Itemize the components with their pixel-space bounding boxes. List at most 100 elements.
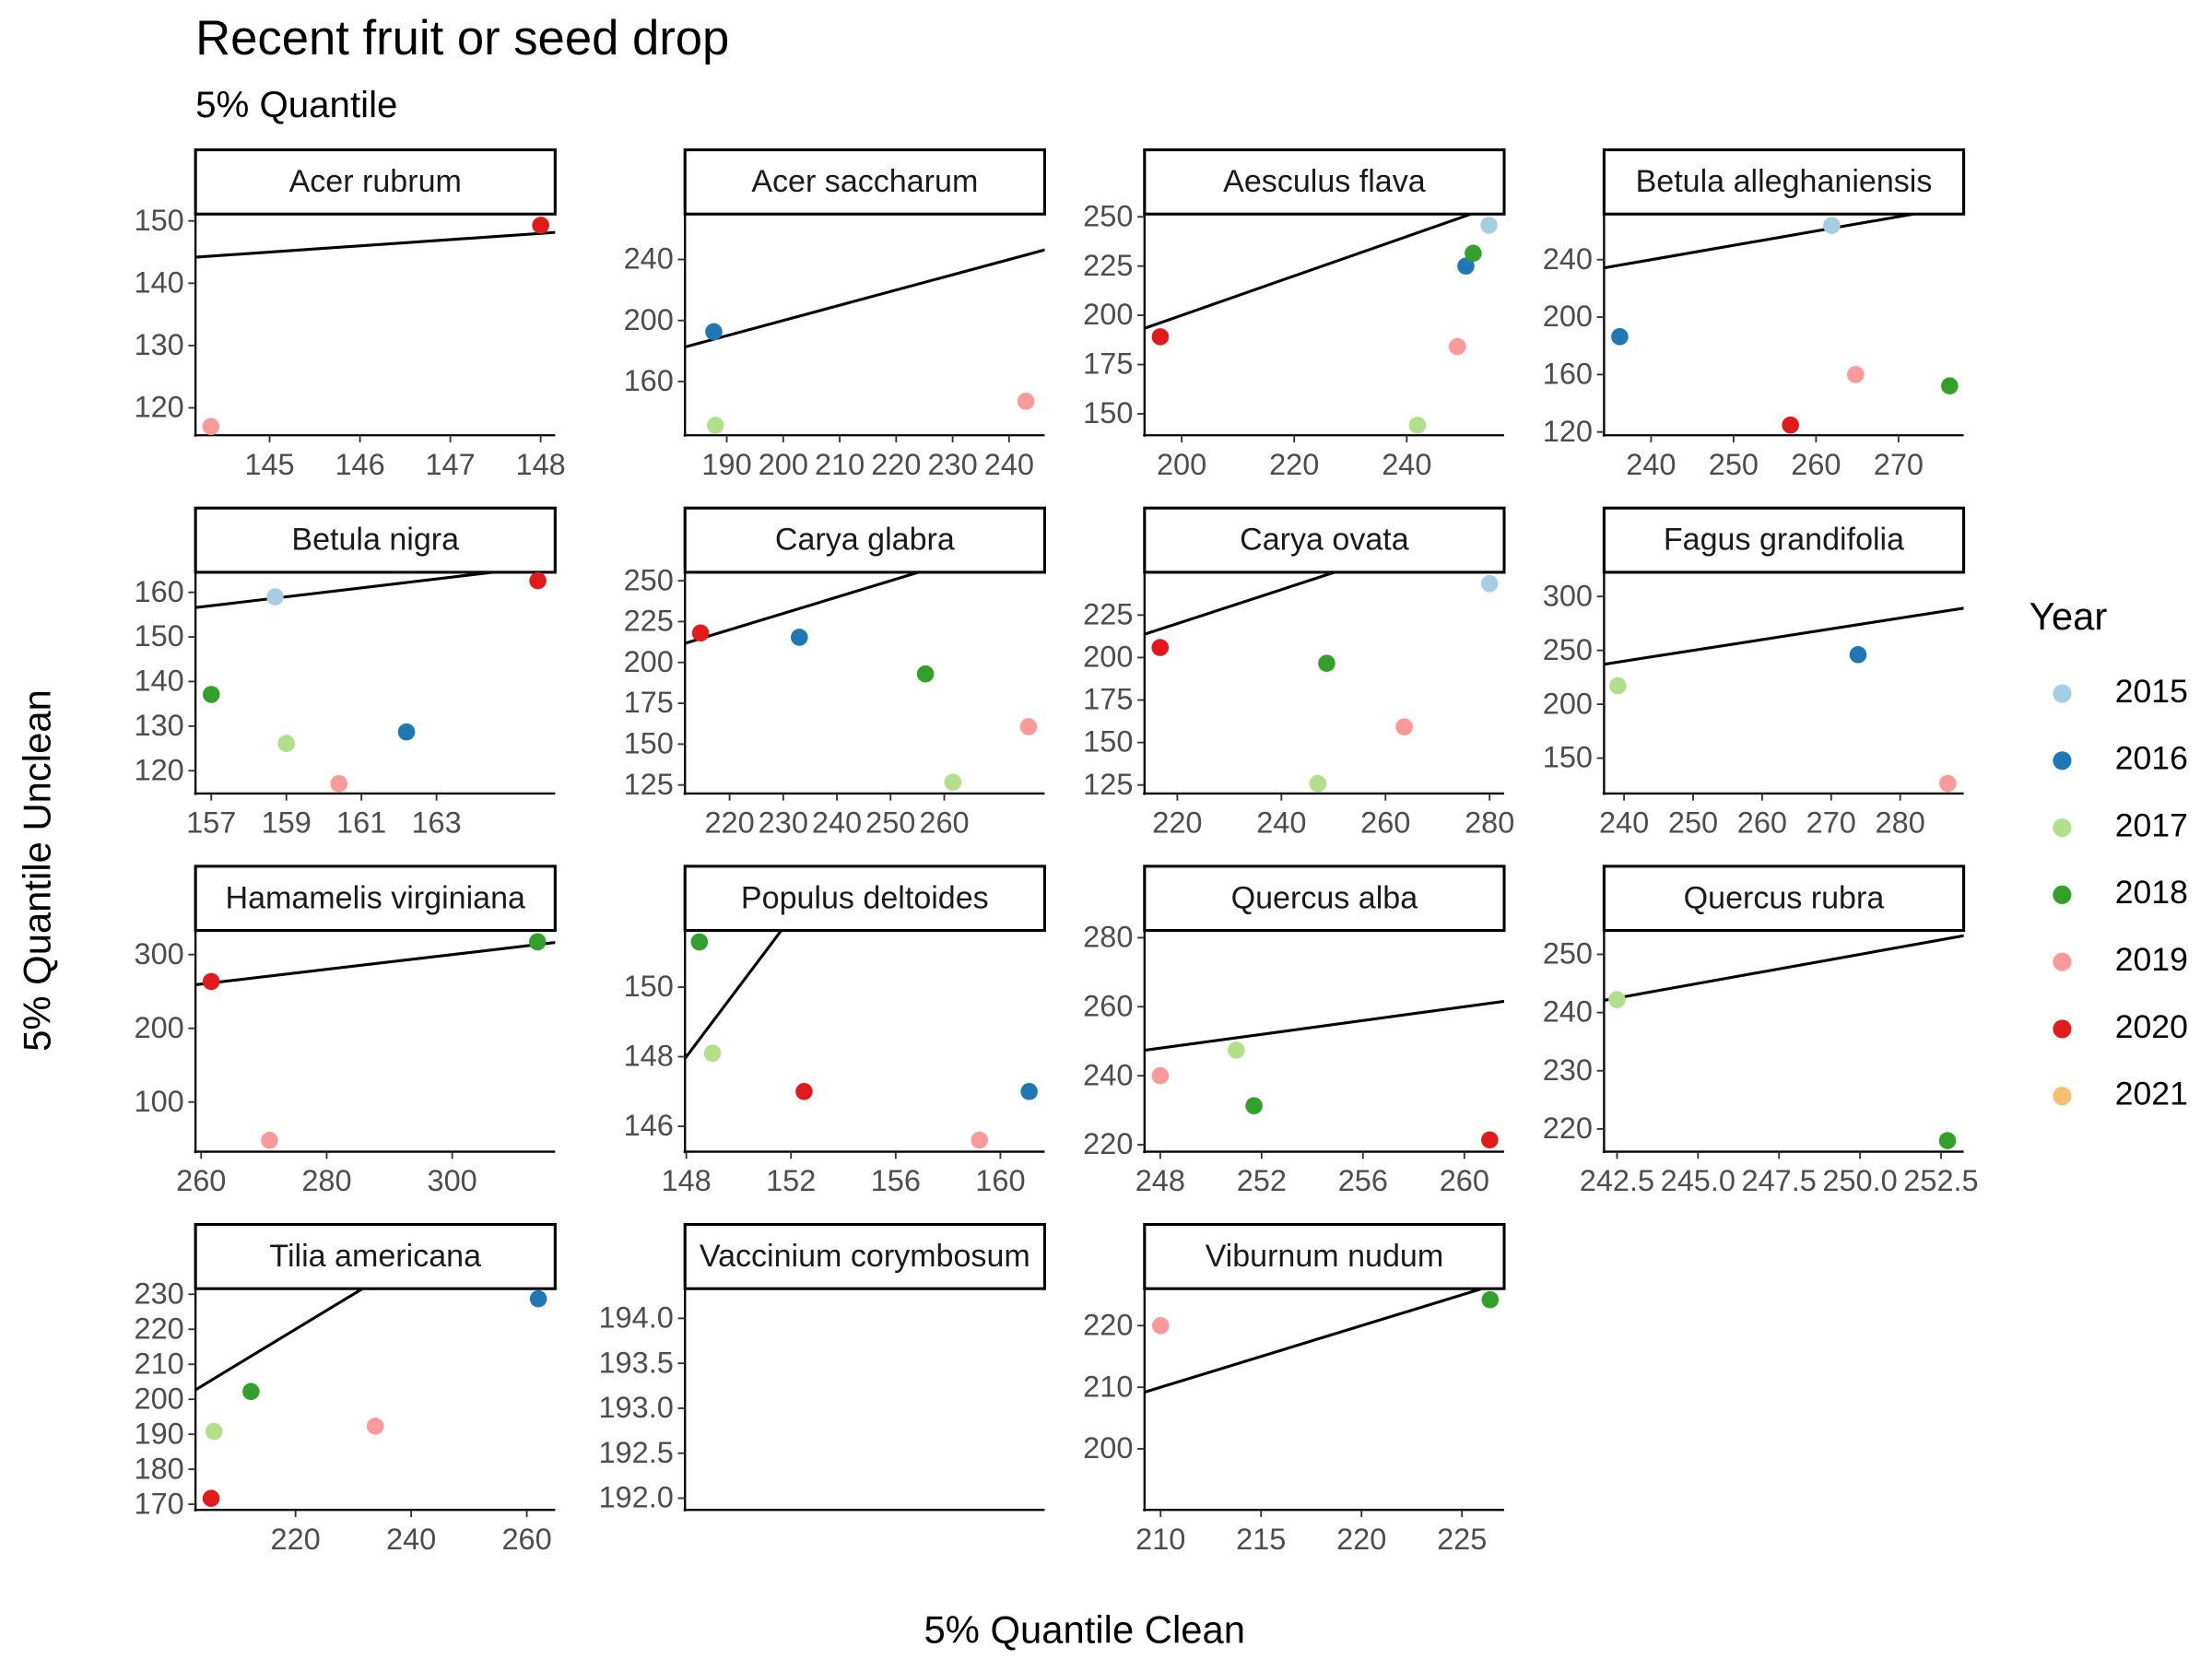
point bbox=[266, 588, 284, 606]
strip-box bbox=[683, 865, 1046, 933]
y-tick-label: 150 bbox=[624, 970, 674, 1003]
x-tick-label: 145 bbox=[244, 448, 294, 481]
x-tick-label: 250 bbox=[1709, 448, 1759, 481]
identity-line bbox=[685, 248, 1045, 349]
y-tick-label: 220 bbox=[1083, 1308, 1133, 1341]
y-tick-label: 220 bbox=[1083, 1127, 1133, 1160]
x-tick-label: 250.0 bbox=[1822, 1164, 1897, 1197]
y-tick-label: 200 bbox=[1543, 687, 1593, 720]
strip-box bbox=[194, 1222, 557, 1290]
point bbox=[202, 686, 220, 703]
x-axis-title: 5% Quantile Clean bbox=[924, 1607, 1246, 1651]
y-tick-label: 300 bbox=[1543, 579, 1593, 612]
x-tick-label: 252.5 bbox=[1903, 1164, 1978, 1197]
y-tick-label: 180 bbox=[135, 1452, 184, 1485]
y-tick-label: 220 bbox=[1543, 1112, 1593, 1145]
y-tick-label: 175 bbox=[624, 686, 674, 719]
legend-marker bbox=[2053, 684, 2072, 703]
x-tick-label: 260 bbox=[1440, 1164, 1489, 1197]
point bbox=[703, 1044, 722, 1063]
point bbox=[1020, 1082, 1038, 1100]
x-tick-label: 260 bbox=[1791, 448, 1841, 481]
point bbox=[366, 1418, 384, 1435]
strip-box bbox=[683, 1222, 1046, 1290]
y-tick-label: 250 bbox=[1083, 199, 1133, 232]
identity-line bbox=[195, 571, 505, 609]
point bbox=[1017, 393, 1035, 410]
point bbox=[1019, 718, 1038, 735]
identity-line bbox=[685, 571, 924, 645]
point bbox=[944, 773, 962, 791]
point bbox=[705, 323, 723, 341]
x-tick-label: 220 bbox=[1152, 806, 1202, 840]
point bbox=[1151, 1317, 1170, 1335]
y-tick-label: 220 bbox=[135, 1312, 184, 1345]
x-tick-label: 148 bbox=[662, 1164, 712, 1197]
x-tick-label: 240 bbox=[386, 1523, 436, 1556]
strip-box bbox=[1143, 865, 1506, 933]
x-tick-label: 220 bbox=[704, 806, 754, 840]
identity-line bbox=[1604, 606, 1964, 666]
x-tick-label: 152 bbox=[766, 1164, 816, 1197]
point bbox=[690, 933, 709, 951]
strip-label: Carya glabra bbox=[775, 523, 955, 558]
legend-marker bbox=[2053, 1087, 2072, 1106]
legend-label: 2018 bbox=[2115, 874, 2188, 911]
point bbox=[691, 624, 710, 642]
y-tick-label: 150 bbox=[1543, 741, 1593, 774]
identity-line bbox=[1604, 934, 1964, 1002]
strip-label: Hamamelis virginiana bbox=[225, 880, 525, 915]
legend-label: 2017 bbox=[2115, 806, 2188, 843]
x-tick-label: 160 bbox=[975, 1164, 1025, 1197]
y-tick-label: 150 bbox=[135, 619, 184, 653]
x-tick-label: 215 bbox=[1236, 1523, 1286, 1556]
y-tick-label: 240 bbox=[1543, 242, 1593, 276]
x-tick-label: 280 bbox=[1876, 806, 1925, 840]
legend-label: 2020 bbox=[2115, 1008, 2188, 1045]
y-tick-label: 200 bbox=[135, 1011, 184, 1044]
x-tick-label: 200 bbox=[1157, 448, 1206, 481]
point bbox=[1481, 1131, 1499, 1149]
x-tick-label: 260 bbox=[919, 806, 969, 840]
point bbox=[202, 1489, 220, 1507]
strip-label: Betula alleghaniensis bbox=[1636, 164, 1933, 199]
point bbox=[1849, 646, 1867, 664]
point bbox=[397, 723, 416, 741]
y-tick-label: 260 bbox=[1083, 989, 1133, 1022]
identity-line bbox=[195, 1288, 366, 1392]
strip-label: Quercus rubra bbox=[1684, 880, 1885, 915]
y-tick-label: 160 bbox=[624, 364, 674, 397]
legend-marker bbox=[2053, 751, 2072, 771]
y-tick-label: 200 bbox=[624, 645, 674, 678]
y-tick-label: 150 bbox=[1083, 725, 1133, 759]
point bbox=[1151, 1066, 1170, 1085]
x-tick-label: 260 bbox=[1360, 806, 1410, 840]
y-tick-label: 170 bbox=[135, 1487, 184, 1520]
legend-marker bbox=[2053, 952, 2072, 971]
x-tick-label: 220 bbox=[871, 448, 921, 481]
legend-marker bbox=[2053, 818, 2072, 838]
x-tick-label: 260 bbox=[176, 1164, 226, 1197]
x-tick-label: 147 bbox=[425, 448, 475, 481]
strip-box bbox=[194, 148, 557, 216]
y-axis-title: 5% Quantile Unclean bbox=[15, 689, 58, 1052]
y-tick-label: 175 bbox=[1083, 683, 1133, 716]
y-tick-label: 240 bbox=[1543, 995, 1593, 1029]
x-tick-label: 210 bbox=[815, 448, 865, 481]
strip-label: Vaccinium corymbosum bbox=[700, 1239, 1030, 1274]
strip-label: Acer rubrum bbox=[289, 164, 462, 199]
legend-label: 2016 bbox=[2115, 740, 2188, 777]
identity-line bbox=[1144, 1288, 1488, 1394]
y-tick-label: 200 bbox=[1543, 300, 1593, 333]
point bbox=[1309, 774, 1327, 793]
identity-line bbox=[1604, 214, 1923, 270]
strip-box bbox=[1602, 506, 1966, 574]
strip-label: Acer saccharum bbox=[751, 164, 978, 199]
x-tick-label: 280 bbox=[301, 1164, 351, 1197]
y-tick-label: 300 bbox=[135, 937, 184, 971]
y-tick-label: 230 bbox=[1543, 1053, 1593, 1087]
y-tick-label: 200 bbox=[1083, 1431, 1133, 1465]
y-tick-label: 240 bbox=[1083, 1058, 1133, 1091]
legend-label: 2019 bbox=[2115, 941, 2188, 978]
